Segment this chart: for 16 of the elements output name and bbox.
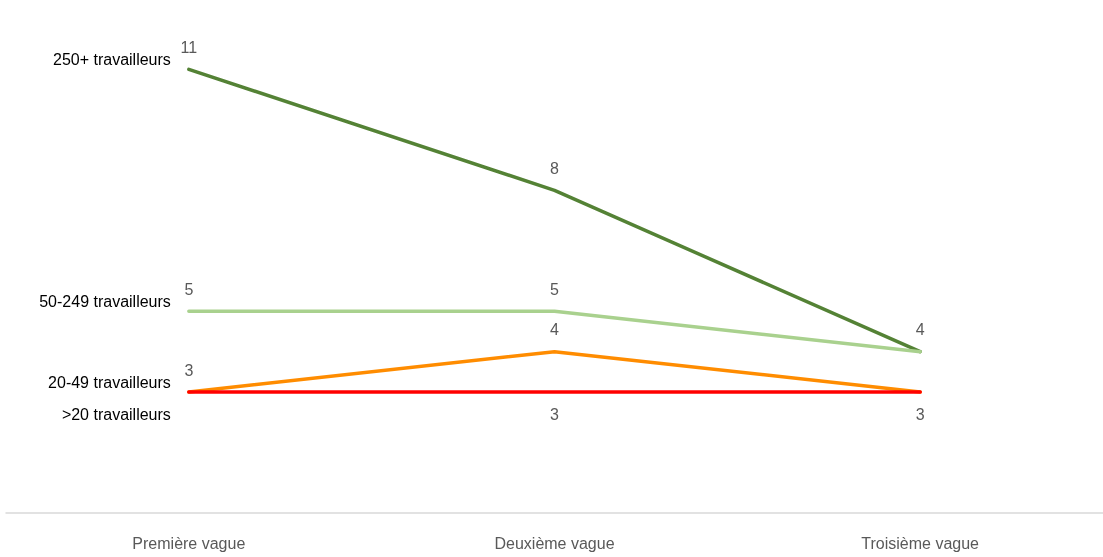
data-label: 5 [550,280,560,298]
x-tick-label: Deuxième vague [494,534,615,552]
data-label: 5 [184,280,194,298]
series-label: >20 travailleurs [61,405,171,423]
x-tick-label: Première vague [132,534,246,552]
data-label: 3 [550,405,560,423]
series-label: 50-249 travailleurs [39,292,171,310]
x-tick-label: Troisième vague [861,534,980,552]
series-label: 250+ travailleurs [52,50,171,68]
data-label: 8 [550,159,560,177]
data-label: 4 [550,321,560,339]
data-label: 3 [915,405,925,423]
data-label: 3 [184,361,194,379]
data-label: 4 [915,321,925,339]
data-label: 11 [180,38,198,56]
series-label: 20-49 travailleurs [48,373,171,391]
